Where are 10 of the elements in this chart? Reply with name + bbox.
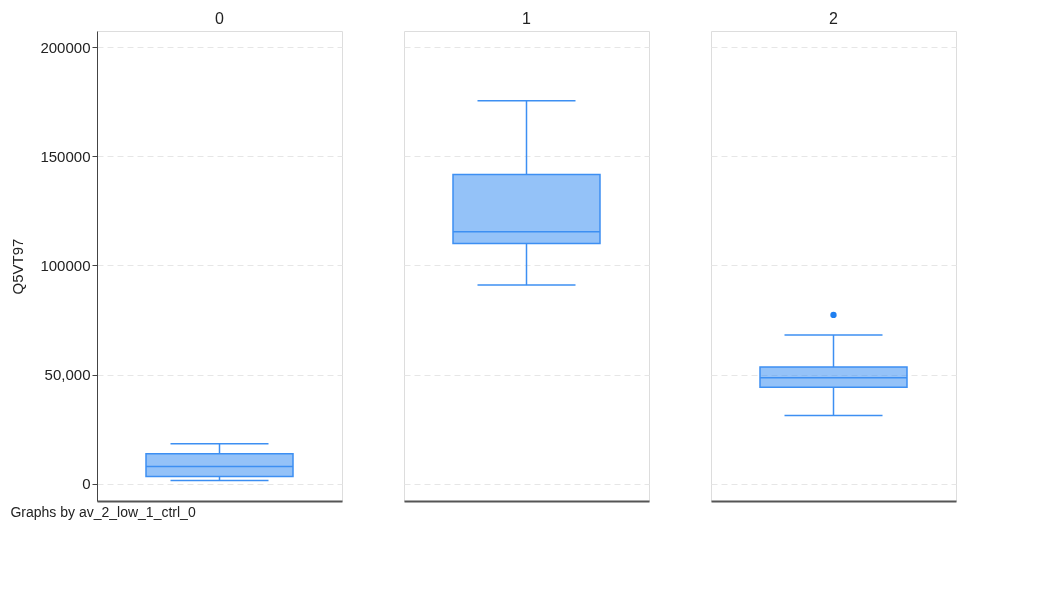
y-tick-label: 150000 xyxy=(40,147,91,165)
y-axis-title: Q5VT97 xyxy=(9,238,27,295)
x-tick-label: 1 xyxy=(522,10,532,27)
y-tick-label: 100000 xyxy=(40,256,91,274)
text: Graphs by av_2_low_1_ctrl_0 xyxy=(10,503,196,520)
x-tick-label: 2 xyxy=(829,10,839,27)
x-tick-label: 0 xyxy=(215,10,225,27)
y-tick-label: 0 xyxy=(82,475,91,493)
y-tick-label: 200000 xyxy=(40,38,91,56)
y-tick-label: 50,000 xyxy=(44,366,91,383)
